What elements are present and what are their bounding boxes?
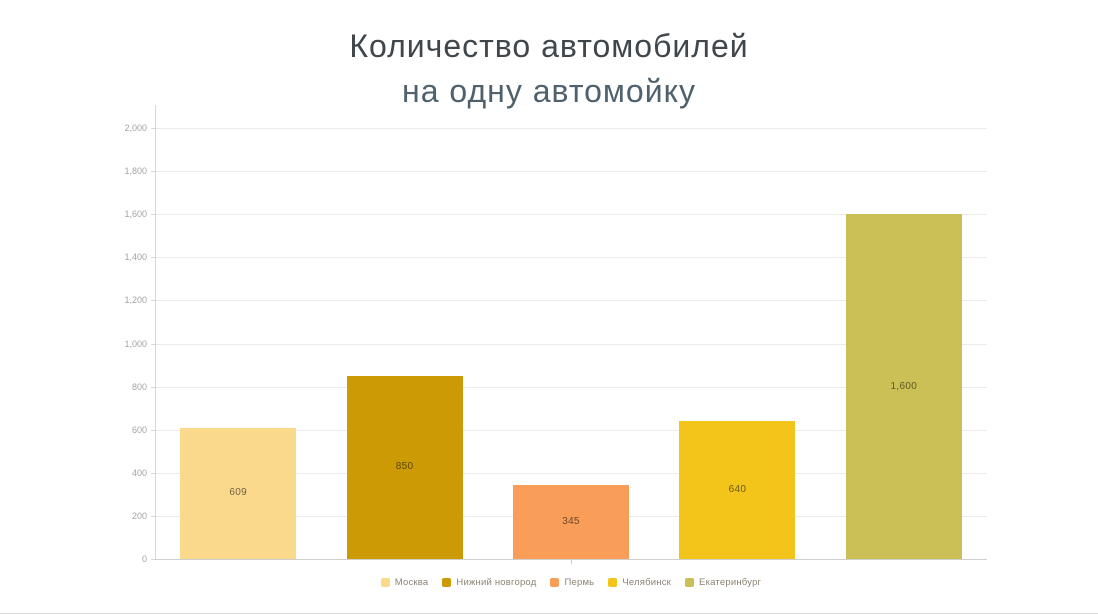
y-axis-tick-mark [151, 171, 155, 173]
bar[interactable] [346, 375, 463, 559]
legend-label: Челябинск [622, 577, 672, 588]
legend-item[interactable]: Пермь [550, 577, 594, 588]
y-axis-tick-label: 1,200 [124, 295, 147, 306]
y-axis-tick-mark [151, 429, 155, 431]
legend-swatch-icon [380, 578, 390, 587]
y-axis-line [155, 105, 156, 559]
legend-item[interactable]: Екатеринбург [685, 577, 761, 588]
bar[interactable] [679, 421, 796, 559]
y-axis-tick-mark [151, 559, 155, 560]
y-axis-tick-label: 1,400 [124, 252, 147, 263]
x-axis-center-tick [571, 559, 572, 564]
y-axis-tick-mark [151, 257, 155, 259]
gridline [155, 343, 987, 345]
y-axis-tick-mark [151, 472, 155, 474]
y-axis-tick-mark [151, 386, 155, 388]
y-axis-tick-label: 2,000 [124, 123, 147, 133]
bar[interactable] [513, 484, 629, 559]
y-axis-tick-mark [151, 300, 155, 302]
y-axis-tick-label: 200 [131, 510, 147, 521]
y-axis-tick-label: 1,600 [124, 209, 147, 220]
legend-swatch-icon [442, 578, 452, 587]
gridline [155, 429, 987, 431]
legend-label: Пермь [564, 577, 595, 588]
gridline [155, 128, 987, 129]
y-axis-tick-label: 600 [131, 424, 147, 435]
y-axis-tick-label: 1,800 [124, 166, 147, 177]
legend-swatch-icon [608, 578, 618, 587]
chart-title-line-2: на одну автомойку [402, 73, 696, 109]
y-axis-tick-mark [151, 343, 155, 345]
bar[interactable] [845, 214, 962, 559]
chart-title: Количество автомобилей на одну автомойку [0, 24, 1098, 114]
legend-label: Нижний новгород [456, 577, 537, 588]
legend-swatch-icon [685, 578, 695, 587]
chart-legend: Москва Нижний новгород Пермь Челябинск Екате… [155, 577, 987, 588]
legend-item[interactable]: Челябинск [608, 577, 671, 588]
legend-swatch-icon [550, 578, 560, 587]
legend-label: Москва [394, 577, 429, 588]
y-axis-tick-label: 1,000 [124, 338, 147, 349]
gridline [155, 214, 987, 216]
y-axis-tick-label: 800 [131, 381, 147, 392]
gridline [155, 257, 987, 259]
bar[interactable] [180, 427, 297, 559]
legend-label: Екатеринбург [699, 577, 762, 588]
y-axis-tick-label: 400 [131, 467, 147, 478]
y-axis-tick-label: 0 [141, 554, 147, 564]
y-axis-tick-mark [151, 515, 155, 517]
legend-item[interactable]: Москва [380, 577, 429, 588]
y-axis-tick-mark [151, 214, 155, 216]
gridline [155, 386, 987, 388]
y-axis-tick-mark [151, 128, 155, 129]
gridline [155, 300, 987, 302]
gridline [155, 472, 987, 474]
chart-title-line-1: Количество автомобилей [349, 28, 749, 64]
gridline [155, 171, 987, 173]
legend-item[interactable]: Нижний новгород [442, 577, 536, 588]
